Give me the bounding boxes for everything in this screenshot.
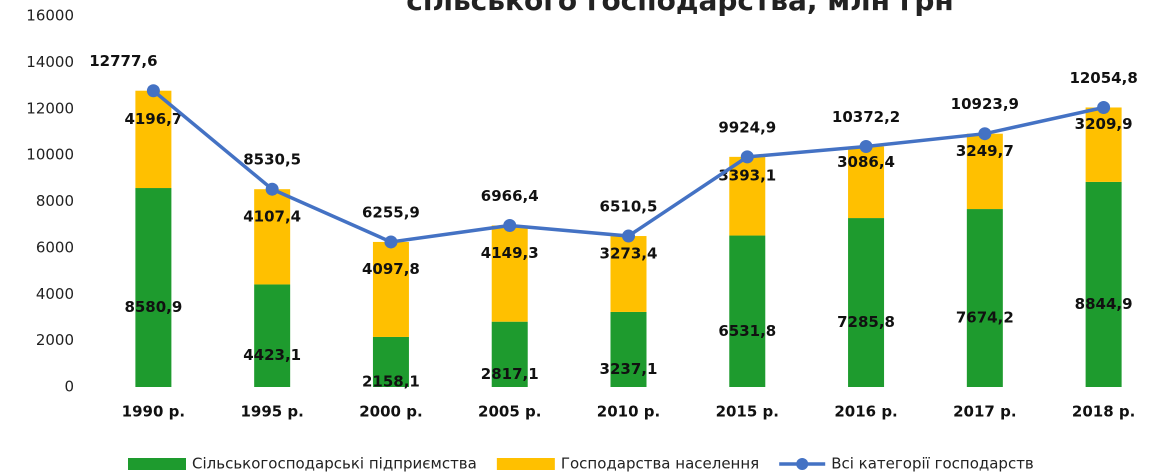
line-point [265,182,279,196]
bar-segment [254,189,291,285]
line-point [622,229,635,243]
data-label: 6510,5 [600,198,658,216]
x-tick-label: 2017 р. [953,403,1016,421]
bar-segment [610,311,647,387]
data-label: 3237,1 [600,360,658,378]
data-label: 12777,6 [89,52,157,70]
bar-segment [491,225,528,322]
x-tick-label: 1995 р. [240,403,303,421]
data-label: 10923,9 [951,95,1019,113]
bar-segment [729,156,766,236]
y-tick-label: 16000 [26,7,74,25]
y-tick-label: 10000 [26,146,74,164]
x-tick-label: 2015 р. [716,403,779,421]
y-tick-label: 2000 [36,331,74,349]
line-point [146,84,160,98]
bar-segment [848,218,885,387]
bar-segment [966,209,1003,387]
line-point [859,139,873,153]
x-tick-label: 2016 р. [834,403,897,421]
bar-segment [966,133,1003,210]
data-label: 4107,4 [243,207,301,225]
line-point [503,218,517,232]
bar-segment [848,146,885,219]
data-label: 2158,1 [362,372,420,390]
y-tick-label: 8000 [36,192,74,210]
data-label: 7674,2 [956,309,1014,327]
data-label: 3393,1 [718,167,776,185]
x-tick-label: 2005 р. [478,403,541,421]
bar-segment [491,321,528,387]
data-label: 4097,8 [362,260,420,278]
bar-segment [372,241,409,337]
legend-label: Господарства населення [561,455,759,473]
y-tick-label: 4000 [36,285,74,303]
data-label: 6531,8 [718,322,776,340]
line-point [384,235,398,249]
data-label: 4423,1 [243,346,301,364]
legend-swatch [496,458,555,470]
data-label: 10372,2 [832,108,900,126]
legend-label: Всі категорії господарств [831,455,1034,473]
data-label: 12054,8 [1069,69,1137,87]
data-label: 6255,9 [362,203,420,221]
legend-swatch [128,458,186,470]
line-point [1097,100,1111,114]
data-label: 4196,7 [124,110,182,128]
x-tick-label: 2018 р. [1072,403,1135,421]
data-label: 2817,1 [481,365,539,383]
x-tick-label: 1990 р. [122,403,185,421]
bar-segment [729,235,766,387]
x-tick-label: 2010 р. [597,403,660,421]
data-label: 3273,4 [600,244,658,262]
data-label: 9924,9 [718,118,776,136]
bar-segment [610,236,647,312]
y-tick-label: 0 [64,378,74,396]
chart-title: сільського господарства, млн грн [406,0,954,17]
bar-segment [372,336,409,387]
line-point [740,150,754,164]
data-label: 4149,3 [481,244,539,262]
bar-segment [1085,107,1122,182]
y-tick-label: 14000 [26,53,74,71]
data-label: 7285,8 [837,313,895,331]
data-label: 3249,7 [956,142,1014,160]
bar-segment [254,284,291,387]
x-tick-label: 2000 р. [359,403,422,421]
bar-segment [135,188,172,387]
data-label: 6966,4 [481,187,539,205]
data-label: 8844,9 [1075,295,1133,313]
line-point [978,127,992,141]
data-label: 8580,9 [124,298,182,316]
data-label: 3086,4 [837,153,895,171]
legend-swatch [796,458,809,470]
bar-segment [1085,181,1122,387]
bar-segment [135,90,172,189]
y-tick-label: 6000 [36,238,74,256]
data-label: 3209,9 [1075,115,1133,133]
y-tick-label: 12000 [26,99,74,117]
legend-label: Сільськогосподарські підприємства [192,455,477,473]
data-label: 8530,5 [243,151,301,169]
